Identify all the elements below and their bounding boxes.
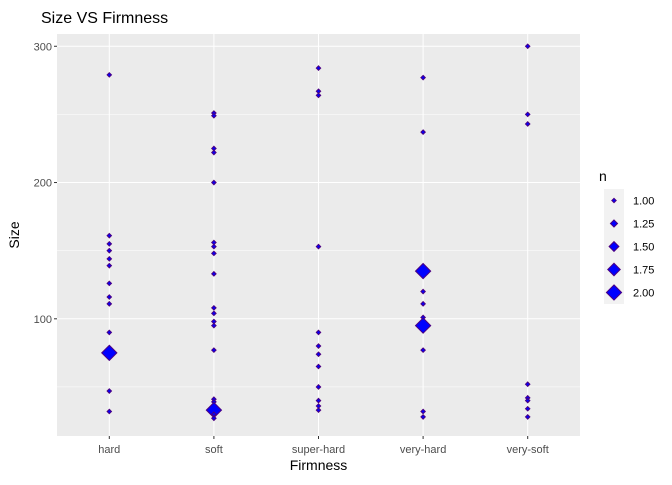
data-point xyxy=(210,179,217,186)
legend-key-marker xyxy=(611,197,617,204)
legend-label: 1.50 xyxy=(633,242,654,254)
data-point xyxy=(524,414,531,420)
x-axis-ticks: hard soft super-hard very-hard very-soft xyxy=(98,436,549,456)
data-point xyxy=(414,262,432,280)
legend-label: 1.75 xyxy=(633,265,654,277)
data-point xyxy=(524,111,531,118)
data-point xyxy=(106,300,113,307)
data-point xyxy=(315,92,322,99)
data-point xyxy=(210,270,217,277)
legend-key-marker xyxy=(609,219,619,228)
data-point xyxy=(106,247,113,254)
data-point xyxy=(420,129,427,136)
data-point xyxy=(420,288,427,295)
x-tick-label: soft xyxy=(205,444,223,456)
data-point xyxy=(315,65,322,71)
y-tick-label: 100 xyxy=(34,314,52,326)
data-point xyxy=(210,347,217,354)
data-point xyxy=(524,381,531,388)
data-point xyxy=(524,43,531,50)
data-point xyxy=(524,405,531,412)
data-point xyxy=(315,397,322,404)
data-point xyxy=(420,414,427,420)
data-point xyxy=(315,351,322,358)
legend-title: n xyxy=(599,168,607,184)
data-point xyxy=(210,310,217,317)
data-point xyxy=(106,408,113,415)
data-point xyxy=(420,300,427,307)
data-point xyxy=(420,347,427,354)
data-point xyxy=(315,243,322,250)
legend-key-marker xyxy=(605,284,623,301)
data-point xyxy=(106,71,113,78)
data-point xyxy=(524,121,531,127)
x-tick-label: super-hard xyxy=(292,444,345,456)
data-point xyxy=(420,74,427,81)
y-tick-label: 200 xyxy=(34,178,52,190)
data-point xyxy=(106,255,113,262)
data-point xyxy=(210,304,217,311)
data-point xyxy=(210,243,217,250)
data-point xyxy=(106,294,113,300)
data-point xyxy=(420,408,427,415)
data-point xyxy=(414,317,432,334)
y-axis-ticks: 100 200 300 xyxy=(34,41,57,326)
data-point xyxy=(106,329,113,336)
data-point xyxy=(210,415,217,422)
data-point xyxy=(524,397,531,404)
legend-label: 1.25 xyxy=(633,219,654,231)
data-point xyxy=(210,112,217,119)
data-point xyxy=(315,407,322,414)
legend-key-marker xyxy=(607,262,621,277)
x-tick-label: hard xyxy=(98,444,120,456)
data-point xyxy=(210,250,217,257)
y-axis-title: Size xyxy=(6,221,22,248)
data-point xyxy=(315,343,322,349)
data-point xyxy=(106,280,113,287)
size-legend: n 1.00 1.25 1.50 1.75 2.00 xyxy=(599,168,654,304)
data-point xyxy=(106,232,113,239)
data-point xyxy=(210,149,217,156)
data-points xyxy=(100,43,531,422)
y-tick-label: 300 xyxy=(34,41,52,53)
data-point xyxy=(100,344,118,362)
chart-title: Size VS Firmness xyxy=(41,10,168,27)
x-axis-title: Firmness xyxy=(290,457,348,473)
data-point xyxy=(315,384,322,390)
data-point xyxy=(315,329,322,336)
legend-label: 2.00 xyxy=(633,288,654,300)
data-point xyxy=(315,363,322,370)
data-point xyxy=(106,262,113,269)
data-point xyxy=(210,322,217,329)
data-point xyxy=(106,388,113,394)
x-tick-label: very-soft xyxy=(507,444,549,456)
legend-label: 1.00 xyxy=(633,196,654,208)
data-point xyxy=(106,240,113,247)
x-tick-label: very-hard xyxy=(400,444,446,456)
legend-key-marker xyxy=(608,240,620,253)
